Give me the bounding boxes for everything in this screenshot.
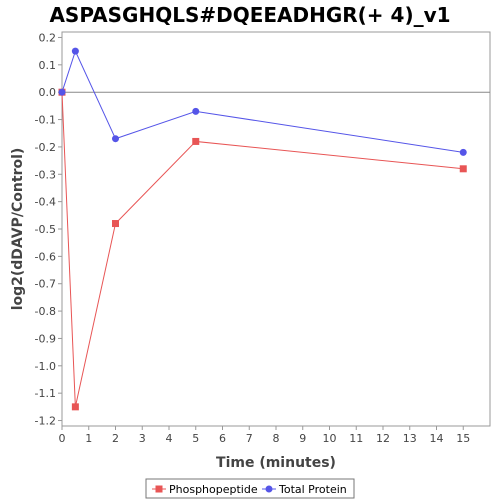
y-tick-label: 0.0 (39, 86, 57, 99)
x-tick-label: 6 (219, 432, 226, 445)
x-tick-label: 5 (192, 432, 199, 445)
y-tick-label: 0.1 (39, 59, 57, 72)
x-tick-label: 12 (376, 432, 390, 445)
legend-total-protein-marker (265, 485, 273, 493)
x-tick-label: 9 (299, 432, 306, 445)
y-tick-label: -0.2 (35, 141, 56, 154)
phosphopeptide-point (112, 220, 119, 228)
y-tick-label: -0.1 (35, 114, 56, 127)
legend-phosphopeptide-marker (155, 485, 163, 493)
y-tick-label: -0.5 (35, 223, 56, 236)
x-tick-label: 14 (430, 432, 444, 445)
y-axis-label: log2(dDAVP/Control) (10, 148, 26, 311)
x-tick-label: 4 (166, 432, 173, 445)
x-tick-label: 0 (59, 432, 66, 445)
y-tick-label: -0.3 (35, 168, 56, 181)
x-tick-label: 7 (246, 432, 253, 445)
y-tick-label: -1.1 (35, 387, 56, 400)
legend-phosphopeptide-label: Phosphopeptide (169, 483, 258, 496)
x-tick-label: 10 (323, 432, 337, 445)
x-tick-label: 3 (139, 432, 146, 445)
x-tick-label: 13 (403, 432, 417, 445)
y-tick-label: -1.0 (35, 360, 56, 373)
x-tick-label: 15 (456, 432, 470, 445)
y-axis: 0.2 0.1 0.0 -0.1 -0.2 -0.3 -0.4 -0.5 -0.6 -0.7 -0.… (35, 31, 62, 428)
phosphopeptide-point (192, 137, 200, 145)
y-tick-label: 0.2 (39, 31, 57, 44)
total-protein-point (192, 107, 200, 115)
legend-total-protein-label: Total Protein (278, 483, 347, 496)
y-tick-label: -0.8 (35, 305, 56, 318)
phosphopeptide-point (71, 403, 79, 411)
total-protein-point (459, 148, 467, 156)
plot-area (61, 31, 491, 427)
total-protein-point (112, 135, 119, 143)
y-tick-label: -0.6 (35, 250, 56, 263)
x-axis: 0 1 2 3 4 5 6 7 8 9 10 11 12 13 14 15 (59, 426, 470, 445)
total-protein-point (71, 47, 79, 55)
y-tick-label: -0.4 (35, 196, 56, 209)
phosphopeptide-point (459, 165, 467, 173)
y-tick-label: -1.2 (35, 415, 56, 428)
x-tick-label: 11 (349, 432, 363, 445)
x-tick-label: 8 (273, 432, 280, 445)
y-tick-label: -0.9 (35, 332, 56, 345)
legend-box (145, 478, 355, 499)
y-tick-label: -0.7 (35, 278, 56, 291)
legend: Phosphopeptide Total Protein (145, 478, 355, 499)
total-protein-point (58, 88, 66, 96)
x-tick-label: 2 (112, 432, 119, 445)
series-layer (58, 47, 467, 411)
x-axis-label: Time (minutes) (216, 455, 336, 471)
chart-title: ASPASGHQLS#DQEEADHGR(+ 4)_v1 (49, 3, 450, 27)
x-tick-label: 1 (85, 432, 92, 445)
